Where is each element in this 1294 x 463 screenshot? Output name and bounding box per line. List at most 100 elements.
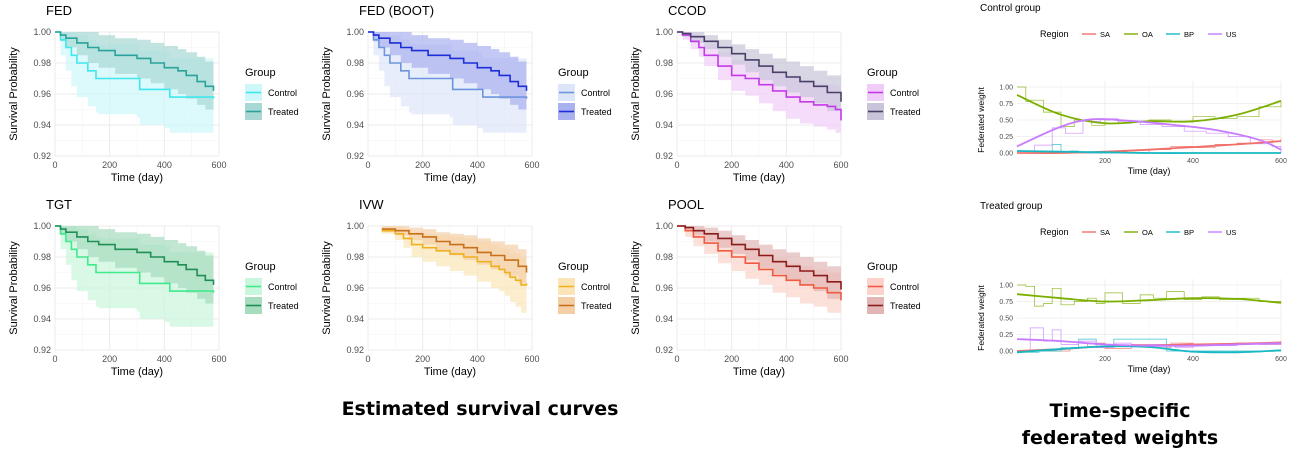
x-tick-label: 0 xyxy=(365,160,370,170)
x-axis-label: Time (day) xyxy=(1128,364,1171,374)
y-tick-label: 0.98 xyxy=(655,58,673,68)
y-tick-label: 1.00 xyxy=(999,283,1013,290)
smoothed-weight-line-us xyxy=(1016,118,1282,151)
x-tick-label: 200 xyxy=(415,160,430,170)
x-tick-label: 0 xyxy=(674,354,679,364)
survival-line-treated xyxy=(677,31,842,102)
y-axis-label: Federated weight xyxy=(976,87,986,153)
survival-panel-3: 0.92 0.94 0.96 0.98 1.00 0 200 400 600 TGT Time (d… xyxy=(8,197,299,378)
y-tick-label: 0.94 xyxy=(655,314,673,324)
x-tick-label: 400 xyxy=(1187,158,1199,165)
y-tick-label: 0.92 xyxy=(655,345,673,355)
y-tick-label: 0.92 xyxy=(346,345,364,355)
confidence-band-treated xyxy=(381,226,527,290)
legend-label: Treated xyxy=(268,107,299,117)
y-tick-label: 0.98 xyxy=(346,58,364,68)
y-tick-label: 1.00 xyxy=(33,27,51,37)
y-tick-label: 0.25 xyxy=(999,332,1013,339)
survival-panel-0: 0.92 0.94 0.96 0.98 1.00 0 200 400 600 FED Time (d… xyxy=(8,3,299,184)
x-tick-label: 200 xyxy=(724,160,739,170)
panel-title: TGT xyxy=(46,197,72,212)
survival-line-control xyxy=(677,31,842,121)
x-tick-label: 0 xyxy=(52,160,57,170)
x-tick-label: 200 xyxy=(102,354,117,364)
y-axis-label: Federated weight xyxy=(976,285,986,351)
survival-line-treated xyxy=(368,31,528,91)
x-axis-label: Time (day) xyxy=(111,366,163,378)
raw-weight-line-us xyxy=(1017,118,1282,154)
legend-label: US xyxy=(1226,30,1236,39)
legend-title: Group xyxy=(867,261,898,273)
y-axis-label: Survival Probability xyxy=(321,241,333,335)
y-tick-label: 0.50 xyxy=(999,118,1013,125)
weights-caption-line2: federated weights xyxy=(1021,427,1219,449)
survival-line-control xyxy=(55,225,215,293)
x-axis-label: Time (day) xyxy=(733,172,785,184)
weights-panel-1: 0.00 0.25 0.50 0.75 1.00 200 400 600 Treated gro… xyxy=(976,201,1287,374)
y-tick-label: 0.98 xyxy=(33,58,51,68)
y-tick-label: 0.94 xyxy=(33,120,51,130)
y-tick-label: 0.25 xyxy=(999,134,1013,141)
legend-label: Treated xyxy=(890,107,921,117)
legend-title: Group xyxy=(558,261,589,273)
survival-caption: Estimated survival curves xyxy=(341,398,619,420)
legend-title: Group xyxy=(245,261,276,273)
smoothed-weight-line-sa xyxy=(1016,140,1282,154)
panel-title: Treated group xyxy=(980,201,1043,212)
legend-label: Treated xyxy=(581,107,612,117)
smoothed-weight-line-bp xyxy=(1016,150,1281,154)
survival-line-treated xyxy=(55,31,215,91)
legend-label: Control xyxy=(581,282,610,292)
y-tick-label: 0.92 xyxy=(655,151,673,161)
x-tick-label: 600 xyxy=(1275,158,1287,165)
survival-line-control xyxy=(677,225,842,301)
survival-panel-1: 0.92 0.94 0.96 0.98 1.00 0 200 400 600 FED (BOOT)… xyxy=(321,3,612,184)
survival-line-control xyxy=(55,31,215,99)
panel-title: POOL xyxy=(668,197,704,212)
y-axis-label: Survival Probability xyxy=(630,241,642,335)
x-tick-label: 600 xyxy=(211,160,226,170)
weights-panel-0: 0.00 0.25 0.50 0.75 1.00 200 400 600 Control gro… xyxy=(976,3,1287,176)
x-tick-label: 600 xyxy=(524,160,539,170)
confidence-band-treated xyxy=(368,32,527,115)
y-tick-label: 0.96 xyxy=(33,283,51,293)
survival-line-control xyxy=(368,31,528,99)
legend-title: Group xyxy=(867,67,898,79)
legend-label: Treated xyxy=(581,301,612,311)
x-tick-label: 200 xyxy=(102,160,117,170)
x-tick-label: 400 xyxy=(779,354,794,364)
legend-label: BP xyxy=(1184,228,1194,237)
x-tick-label: 400 xyxy=(157,160,172,170)
y-tick-label: 1.00 xyxy=(999,85,1013,92)
legend-title: Group xyxy=(245,67,276,79)
smoothed-weight-line-us xyxy=(1016,338,1282,347)
survival-panel-2: 0.92 0.94 0.96 0.98 1.00 0 200 400 600 CCOD Time (… xyxy=(630,3,921,184)
smoothed-weight-line-bp xyxy=(1016,345,1282,354)
y-tick-label: 0.75 xyxy=(999,299,1013,306)
y-tick-label: 0.00 xyxy=(999,349,1013,356)
weights-caption-line1: Time-specific xyxy=(1049,400,1191,422)
y-tick-label: 0.96 xyxy=(346,283,364,293)
y-tick-label: 0.94 xyxy=(655,120,673,130)
panel-title: Control group xyxy=(980,3,1041,14)
x-tick-label: 600 xyxy=(1275,356,1287,363)
x-tick-label: 200 xyxy=(415,354,430,364)
y-tick-label: 0.00 xyxy=(999,151,1013,158)
y-axis-label: Survival Probability xyxy=(321,47,333,141)
legend-label: US xyxy=(1226,228,1236,237)
y-tick-label: 0.96 xyxy=(655,89,673,99)
y-tick-label: 0.50 xyxy=(999,316,1013,323)
y-tick-label: 0.92 xyxy=(33,151,51,161)
x-tick-label: 200 xyxy=(1099,356,1111,363)
y-axis-label: Survival Probability xyxy=(8,241,20,335)
y-tick-label: 0.98 xyxy=(346,252,364,262)
survival-panel-5: 0.92 0.94 0.96 0.98 1.00 0 200 400 600 POOL Time (… xyxy=(630,197,921,378)
x-tick-label: 400 xyxy=(157,354,172,364)
legend-label: SA xyxy=(1100,30,1110,39)
legend-label: Control xyxy=(268,88,297,98)
panel-title: FED (BOOT) xyxy=(359,3,434,18)
legend-label: Control xyxy=(268,282,297,292)
y-tick-label: 1.00 xyxy=(33,221,51,231)
